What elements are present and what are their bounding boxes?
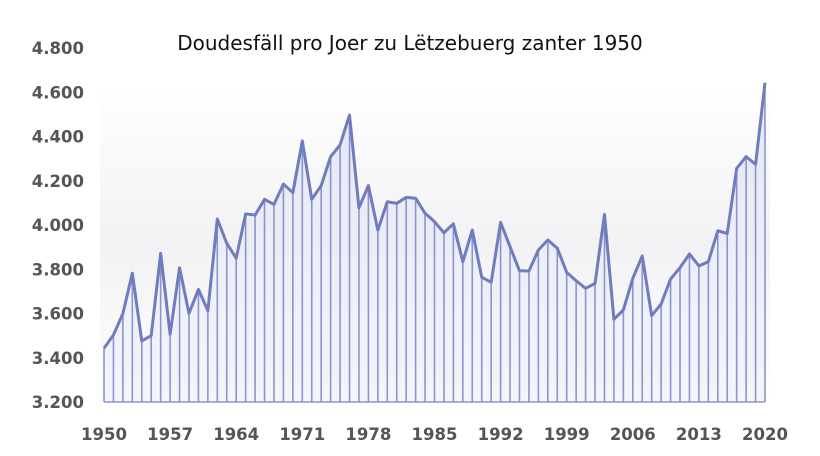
y-tick-label: 4.400 [32,128,84,147]
x-tick-label: 1978 [345,425,391,444]
y-tick-label: 3.800 [32,260,84,279]
y-tick-label: 3.400 [32,349,84,368]
x-tick-label: 2006 [610,425,656,444]
x-tick-label: 1992 [478,425,524,444]
y-tick-label: 3.200 [32,393,84,412]
y-tick-label: 4.200 [32,172,84,191]
x-tick-label: 2020 [742,425,788,444]
x-tick-label: 2013 [676,425,722,444]
chart-title: Doudesfäll pro Joer zu Lëtzebuerg zanter… [177,31,643,55]
x-tick-label: 1950 [81,425,127,444]
x-tick-label: 1971 [279,425,325,444]
x-tick-label: 1957 [147,425,193,444]
y-tick-label: 4.000 [32,216,84,235]
x-tick-label: 1985 [412,425,458,444]
y-tick-label: 4.600 [32,83,84,102]
y-tick-label: 3.600 [32,305,84,324]
y-tick-label: 4.800 [32,39,84,58]
x-tick-label: 1999 [544,425,590,444]
x-tick-label: 1964 [213,425,259,444]
